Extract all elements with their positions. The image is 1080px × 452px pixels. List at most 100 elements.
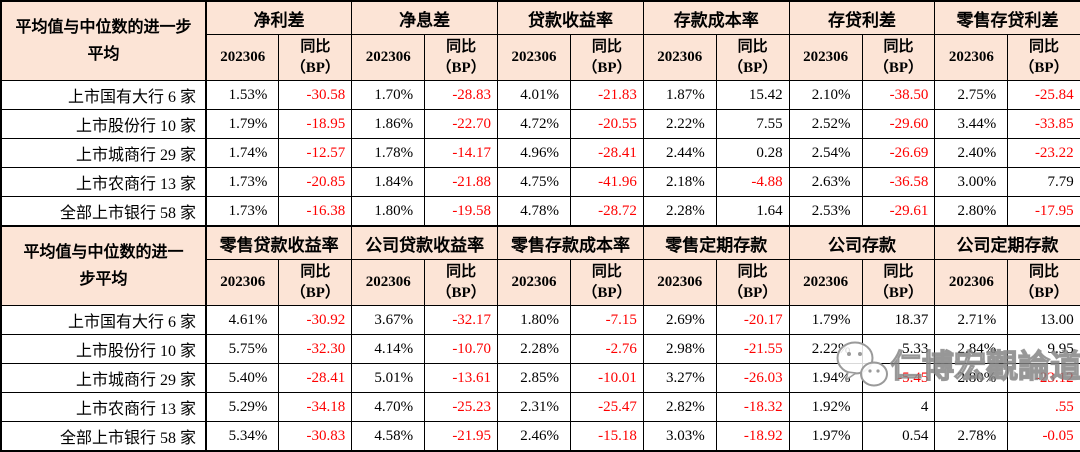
table-row: 全部上市银行 58 家 5.34% -30.83 4.58% -21.95 2.46% -1…: [0, 421, 1080, 452]
value-cell: 1.53%: [205, 80, 280, 110]
value-cell: -36.58: [861, 167, 936, 197]
period-column-header: 202306: [642, 259, 717, 306]
value-cell: -10.70: [424, 334, 499, 364]
value-cell: -13.61: [424, 363, 499, 393]
period-column-header: 202306: [788, 259, 863, 306]
yoy-column-header: 同比 （BP）: [569, 259, 644, 306]
value-cell: -30.83: [278, 421, 353, 452]
header-row-groups: 平均值与中位数的进一步 平均 净利差 净息差 贷款收益率 存款成本率 存贷利差 零售存贷利差: [0, 0, 1080, 81]
value-cell: -21.55: [715, 334, 790, 364]
value-cell: -4.88: [715, 167, 790, 197]
value-cell: -15.18: [569, 421, 644, 452]
value-cell: -23.22: [1007, 138, 1080, 168]
row-label: 上市农商行 13 家: [0, 167, 207, 197]
value-cell: -0.05: [1007, 421, 1080, 452]
value-cell: 5.29%: [205, 392, 280, 422]
value-cell: 2.44%: [642, 138, 717, 168]
value-cell: -32.30: [278, 334, 353, 364]
value-cell: -34.18: [278, 392, 353, 422]
value-cell: -28.41: [278, 363, 353, 393]
period-column-header: 202306: [934, 259, 1009, 306]
value-cell: -20.85: [278, 167, 353, 197]
value-cell: 2.63%: [788, 167, 863, 197]
period-column-header: 202306: [205, 34, 280, 81]
value-cell: -16.38: [278, 196, 353, 227]
value-cell: 4.01%: [497, 80, 571, 110]
value-cell: 5.33: [861, 334, 936, 364]
value-cell: 1.64: [715, 196, 790, 227]
value-cell: 15.42: [715, 80, 790, 110]
value-cell: 0.54: [861, 421, 936, 452]
value-cell: -14.17: [424, 138, 499, 168]
value-cell: 2.22%: [788, 334, 863, 364]
table-row: 上市国有大行 6 家 4.61% -30.92 3.67% -32.17 1.80% -7.…: [0, 305, 1080, 335]
value-cell: 3.27%: [642, 363, 717, 393]
value-cell: -30.58: [278, 80, 353, 110]
value-cell: -26.03: [715, 363, 790, 393]
header-row-subcolumns: 202306 同比 （BP） 202306 同比 （BP） 202306 同比 （BP） 2…: [1, 259, 1080, 306]
value-cell: -29.60: [861, 109, 936, 139]
value-cell: 3.67%: [351, 305, 426, 335]
value-cell: -21.88: [424, 167, 499, 197]
value-cell: 2.22%: [642, 109, 717, 139]
yoy-column-header: 同比 （BP）: [424, 259, 499, 306]
column-group-header: 零售定期存款: [642, 225, 790, 260]
value-cell: 1.70%: [351, 80, 426, 110]
value-cell: 2.80%: [934, 363, 1009, 393]
value-cell: 5.34%: [205, 421, 280, 452]
value-cell: 1.92%: [788, 392, 863, 422]
value-cell: -41.96: [569, 167, 644, 197]
value-cell: 4.14%: [351, 334, 426, 364]
yoy-column-header: 同比 （BP）: [278, 34, 353, 81]
header-row-subcolumns: 202306 同比 （BP） 202306 同比 （BP） 202306 同比 （BP） 2…: [1, 34, 1080, 81]
value-cell: 2.10%: [788, 80, 863, 110]
yoy-column-header: 同比 （BP）: [715, 34, 790, 81]
value-cell: 2.54%: [788, 138, 863, 168]
value-cell: 4.75%: [497, 167, 571, 197]
column-group-header: 零售贷款收益率: [205, 225, 353, 260]
value-cell: -20.17: [715, 305, 790, 335]
table-row: 上市城商行 29 家 1.74% -12.57 1.78% -14.17 4.96% -28…: [0, 138, 1080, 168]
value-cell: -29.61: [861, 196, 936, 227]
value-cell: 3.03%: [642, 421, 717, 452]
row-label: 上市城商行 29 家: [0, 138, 207, 168]
value-cell: 1.86%: [351, 109, 426, 139]
value-cell: -25.23: [424, 392, 499, 422]
yoy-column-header: 同比 （BP）: [715, 259, 790, 306]
table-row: 上市股份行 10 家 1.79% -18.95 1.86% -22.70 4.72% -20…: [0, 109, 1080, 139]
value-cell: 2.75%: [934, 80, 1009, 110]
table-row: 上市农商行 13 家 1.73% -20.85 1.84% -21.88 4.75% -41…: [0, 167, 1080, 197]
value-cell: 4.70%: [351, 392, 426, 422]
column-group-header: 零售存款成本率: [497, 225, 644, 260]
table-row: 上市农商行 13 家 5.29% -34.18 4.70% -25.23 2.31% -25…: [0, 392, 1080, 422]
table-row: 上市城商行 29 家 5.40% -28.41 5.01% -13.61 2.85% -10…: [0, 363, 1080, 393]
value-cell: -32.17: [424, 305, 499, 335]
value-cell: -2.76: [569, 334, 644, 364]
value-cell: 13.00: [1007, 305, 1080, 335]
row-label: 上市国有大行 6 家: [0, 305, 207, 335]
value-cell: 2.80%: [934, 196, 1009, 227]
corner-header: 平均值与中位数的进一步 平均: [0, 0, 207, 81]
value-cell: 4.58%: [351, 421, 426, 452]
value-cell: 7.55: [715, 109, 790, 139]
yoy-column-header: 同比 （BP）: [424, 34, 499, 81]
value-cell: -28.83: [424, 80, 499, 110]
yoy-column-header: 同比 （BP）: [278, 259, 353, 306]
corner-header: 平均值与中位数的进一 步平均: [0, 225, 207, 306]
column-group-header: 零售存贷利差: [934, 0, 1080, 35]
row-label: 上市城商行 29 家: [0, 363, 207, 393]
value-cell: 18.37: [861, 305, 936, 335]
value-cell: 1.80%: [497, 305, 571, 335]
value-cell: 4.72%: [497, 109, 571, 139]
column-group-header: 净利差: [205, 0, 353, 35]
value-cell: 1.73%: [205, 196, 280, 227]
column-group-header: 存款成本率: [642, 0, 790, 35]
value-cell: 9.95: [1007, 334, 1080, 364]
value-cell: -21.83: [569, 80, 644, 110]
period-column-header: 202306: [351, 259, 426, 306]
value-cell: .55: [1007, 392, 1080, 422]
column-group-header: 公司定期存款: [934, 225, 1080, 260]
value-cell: 2.28%: [497, 334, 571, 364]
table-row: 上市国有大行 6 家 1.53% -30.58 1.70% -28.83 4.01% -21…: [0, 80, 1080, 110]
value-cell: 2.78%: [934, 421, 1009, 452]
